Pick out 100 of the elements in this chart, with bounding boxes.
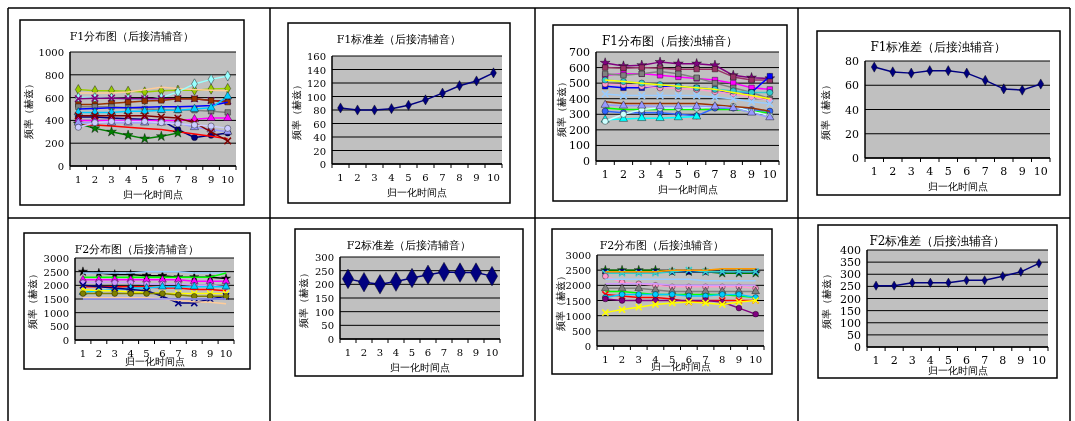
y-tick-label: 150 <box>840 304 861 318</box>
y-tick-label: 0 <box>583 155 590 168</box>
y-tick-label: 50 <box>321 320 334 332</box>
x-axis-title: 归一化时间点 <box>387 187 447 198</box>
x-tick-label: 8 <box>191 174 198 185</box>
y-tick-label: 200 <box>314 279 334 291</box>
y-tick-label: 60 <box>313 118 326 130</box>
y-tick-label: 600 <box>569 61 590 75</box>
x-tick-label: 4 <box>926 354 934 367</box>
y-tick-label: 300 <box>314 252 334 263</box>
y-tick-label: 20 <box>845 127 859 141</box>
x-tick-label: 1 <box>79 348 87 359</box>
x-tick-label: 2 <box>889 165 897 178</box>
y-tick-label: 100 <box>306 91 326 103</box>
x-tick-label: 7 <box>981 354 989 367</box>
x-tick-label: 6 <box>159 348 166 359</box>
y-tick-label: 40 <box>845 103 859 117</box>
y-tick-label: 200 <box>569 123 590 137</box>
y-tick-label: 100 <box>840 316 861 330</box>
x-tick-label: 2 <box>360 347 368 358</box>
y-tick-label: 600 <box>44 92 64 104</box>
y-tick-label: 250 <box>314 265 334 277</box>
y-tick-label: 120 <box>306 78 326 89</box>
x-tick-label: 8 <box>729 168 737 181</box>
y-tick-label: 1500 <box>565 295 591 307</box>
y-tick-label: 1000 <box>43 307 69 319</box>
x-tick-label: 8 <box>999 354 1007 367</box>
x-tick-label: 6 <box>693 168 701 181</box>
x-tick-label: 1 <box>601 168 609 181</box>
x-tick-label: 9 <box>1018 165 1026 178</box>
x-tick-label: 4 <box>388 172 395 183</box>
y-tick-label: 0 <box>852 152 859 165</box>
x-tick-label: 5 <box>944 354 952 367</box>
x-tick-label: 10 <box>1033 165 1048 178</box>
x-axis-title: 归一化时间点 <box>657 184 718 195</box>
x-axis-title: 归一化时间点 <box>927 365 988 376</box>
chart-title: F2分布图（后接清辅音） <box>74 243 200 256</box>
y-tick-label: 160 <box>306 51 326 62</box>
x-tick-label: 10 <box>762 168 777 181</box>
x-tick-label: 2 <box>95 348 103 359</box>
y-tick-label: 140 <box>306 64 326 76</box>
x-tick-label: 9 <box>207 174 215 185</box>
y-tick-label: 0 <box>584 341 591 352</box>
y-tick-label: 400 <box>44 115 64 127</box>
x-tick-label: 1 <box>602 354 609 365</box>
x-tick-label: 1 <box>75 174 82 185</box>
x-tick-label: 4 <box>926 165 934 178</box>
x-tick-label: 3 <box>638 168 646 181</box>
y-tick-label: 500 <box>571 325 591 337</box>
y-tick-label: 80 <box>313 105 326 116</box>
chart-title: F2标准差（后接浊辅音） <box>869 234 1006 248</box>
x-tick-label: 7 <box>440 347 448 358</box>
x-tick-label: 1 <box>337 172 344 183</box>
x-axis-title: 归一化时间点 <box>123 189 183 200</box>
y-tick-label: 0 <box>854 341 861 354</box>
chart-title: F1标准差（后接浊辅音） <box>870 40 1007 54</box>
y-axis-title: 频率（赫兹） <box>23 79 34 139</box>
x-tick-label: 9 <box>1017 354 1025 367</box>
y-tick-label: 40 <box>313 132 326 143</box>
y-tick-label: 150 <box>314 293 334 304</box>
x-tick-label: 6 <box>158 174 165 185</box>
x-tick-label: 8 <box>456 172 463 183</box>
y-tick-label: 350 <box>840 256 861 270</box>
x-tick-label: 2 <box>91 174 99 185</box>
chart-title: F2分布图（后接浊辅音） <box>599 239 725 252</box>
x-tick-label: 4 <box>392 347 400 358</box>
chart-title: F2标准差（后接清辅音） <box>346 239 472 252</box>
y-tick-label: 3000 <box>43 253 69 264</box>
y-tick-label: 100 <box>569 139 590 153</box>
x-tick-label: 1 <box>870 165 878 178</box>
x-tick-label: 3 <box>108 174 115 185</box>
x-tick-label: 10 <box>485 347 499 358</box>
y-tick-label: 400 <box>840 244 861 257</box>
x-tick-label: 10 <box>219 348 233 359</box>
y-tick-label: 700 <box>569 46 590 59</box>
y-tick-label: 100 <box>314 306 334 318</box>
x-tick-label: 3 <box>635 354 642 365</box>
x-tick-label: 8 <box>1000 165 1008 178</box>
x-tick-label: 8 <box>191 348 198 359</box>
x-tick-label: 2 <box>890 354 898 367</box>
x-tick-label: 5 <box>944 165 952 178</box>
chart-title: F1分布图（后接浊辅音） <box>602 34 738 48</box>
x-tick-label: 5 <box>141 174 148 185</box>
y-axis-title: 频率（赫兹） <box>820 79 831 140</box>
chart-title: F1分布图（后接清辅音） <box>69 30 195 43</box>
y-axis-title: 频率（赫兹） <box>298 268 309 328</box>
y-tick-label: 50 <box>847 328 861 342</box>
y-tick-label: 400 <box>569 92 590 106</box>
x-tick-label: 10 <box>749 354 763 365</box>
y-tick-label: 0 <box>327 334 334 345</box>
y-tick-label: 800 <box>44 69 64 81</box>
y-tick-label: 1500 <box>43 294 69 305</box>
chart-title: F1标准差（后接清辅音） <box>336 33 462 46</box>
x-tick-label: 7 <box>711 168 719 181</box>
y-tick-label: 0 <box>62 335 69 346</box>
x-tick-label: 2 <box>354 172 361 183</box>
y-tick-label: 80 <box>845 55 859 68</box>
x-tick-label: 1 <box>872 354 880 367</box>
y-tick-label: 2500 <box>565 265 591 277</box>
y-tick-label: 200 <box>840 292 861 306</box>
